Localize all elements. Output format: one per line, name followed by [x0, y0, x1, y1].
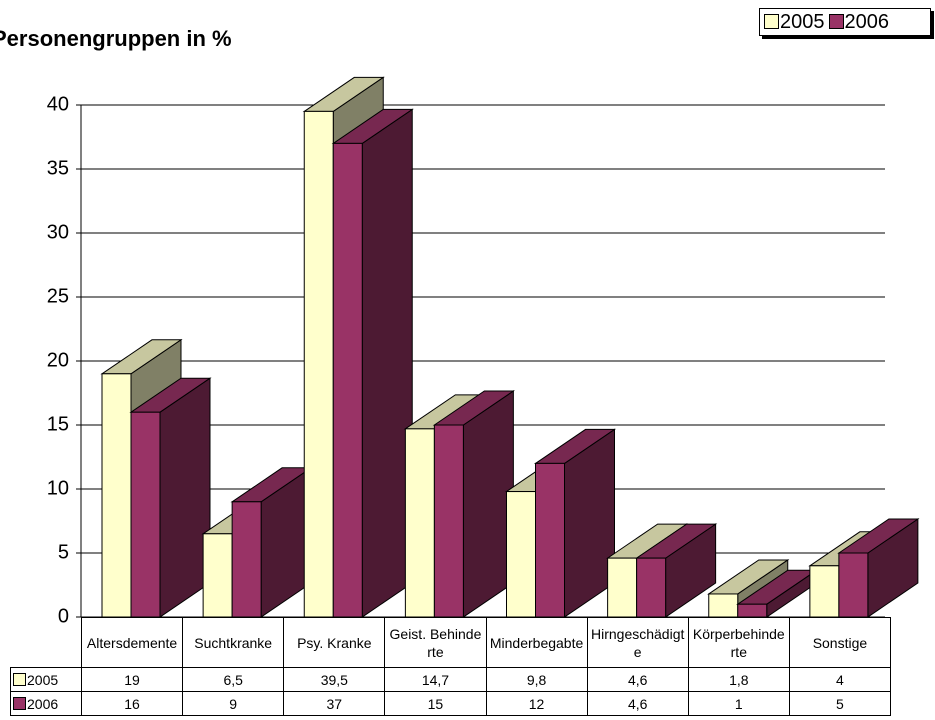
bar — [303, 110, 334, 618]
y-tick-label: 35 — [47, 157, 69, 179]
bar — [809, 565, 840, 618]
x-tick-label: Hirngeschädigte — [586, 617, 689, 668]
value-label: 15 — [384, 691, 487, 716]
bar-group — [533, 428, 617, 618]
bar — [202, 533, 233, 618]
value-label: 16 — [80, 691, 184, 716]
legend-label: 2005 — [27, 671, 59, 688]
bar-group — [837, 518, 920, 618]
bar-group — [129, 377, 212, 618]
value-label: 14,7 — [384, 667, 487, 692]
bar — [332, 142, 363, 618]
corner — [11, 618, 82, 668]
data-table: Altersdemente Suchtkranke Psy. Kranke Geist… — [10, 617, 892, 716]
x-tick-label: Altersdemente — [80, 617, 184, 668]
value-label: 9 — [182, 691, 285, 716]
bar-side — [462, 390, 514, 618]
bar — [101, 373, 132, 618]
bar — [433, 424, 464, 618]
value-label: 4 — [788, 667, 892, 692]
value-label: 4,6 — [586, 667, 689, 692]
x-tick-label: Sonstige — [788, 617, 892, 668]
y-tick-label: 5 — [58, 541, 69, 563]
bar — [636, 557, 667, 618]
bar-side — [361, 108, 413, 618]
bar — [404, 428, 435, 618]
value-label: 19 — [80, 667, 184, 692]
bar-group — [736, 569, 819, 618]
bar-group — [230, 466, 313, 618]
chart-title: Personengruppen in % — [0, 26, 232, 51]
value-label: 5 — [788, 691, 892, 716]
y-tick-label: 0 — [58, 605, 69, 627]
bar — [535, 462, 565, 618]
legend-label: 2005 — [780, 11, 825, 33]
legend-swatch — [828, 14, 844, 29]
y-tick-label: 10 — [47, 477, 69, 499]
bar — [231, 501, 262, 618]
x-tick-label: Geist. Behinderte — [384, 617, 487, 668]
bar — [130, 411, 161, 618]
table-row: 2006 16 9 37 15 12 4,6 1 5 — [10, 691, 892, 716]
y-tick-label: 15 — [47, 413, 69, 435]
value-label: 12 — [485, 691, 588, 716]
row-legend: 2006 — [10, 691, 82, 716]
bar-side — [159, 377, 211, 618]
legend-swatch — [13, 696, 26, 710]
value-label: 6,5 — [182, 667, 285, 692]
bar-group — [331, 108, 414, 618]
x-tick-label: Psy. Kranke — [283, 617, 386, 668]
bar — [708, 593, 739, 618]
value-label: 1 — [687, 691, 790, 716]
bar — [838, 552, 869, 618]
bar — [737, 603, 768, 618]
value-label: 4,6 — [586, 691, 689, 716]
y-tick-label: 20 — [47, 349, 69, 371]
value-label: 1,8 — [687, 667, 790, 692]
legend-swatch — [13, 672, 26, 686]
y-tick-label: 25 — [47, 285, 69, 307]
value-label: 37 — [283, 691, 386, 716]
value-label: 9,8 — [485, 667, 588, 692]
bar — [607, 557, 638, 618]
row-legend: 2005 — [10, 667, 82, 692]
legend-swatch — [764, 14, 779, 29]
legend-label: 2006 — [27, 695, 59, 712]
y-tick-label: 30 — [47, 221, 69, 243]
bar-group — [635, 523, 718, 618]
x-tick-label: Minderbegabte — [485, 617, 588, 668]
bar — [506, 491, 536, 618]
legend-label: 2006 — [844, 11, 890, 33]
legend: 2005 2006 — [759, 8, 931, 36]
x-tick-label: Körperbehinderte — [687, 617, 790, 668]
bar-group — [432, 390, 515, 618]
table-header-row: Altersdemente Suchtkranke Psy. Kranke Geist… — [11, 617, 892, 668]
y-tick-label: 40 — [47, 93, 69, 115]
value-label: 39,5 — [283, 667, 386, 692]
table-row: 2005 19 6,5 39,5 14,7 9,8 4,6 1,8 4 — [10, 667, 892, 692]
x-tick-label: Suchtkranke — [182, 617, 285, 668]
